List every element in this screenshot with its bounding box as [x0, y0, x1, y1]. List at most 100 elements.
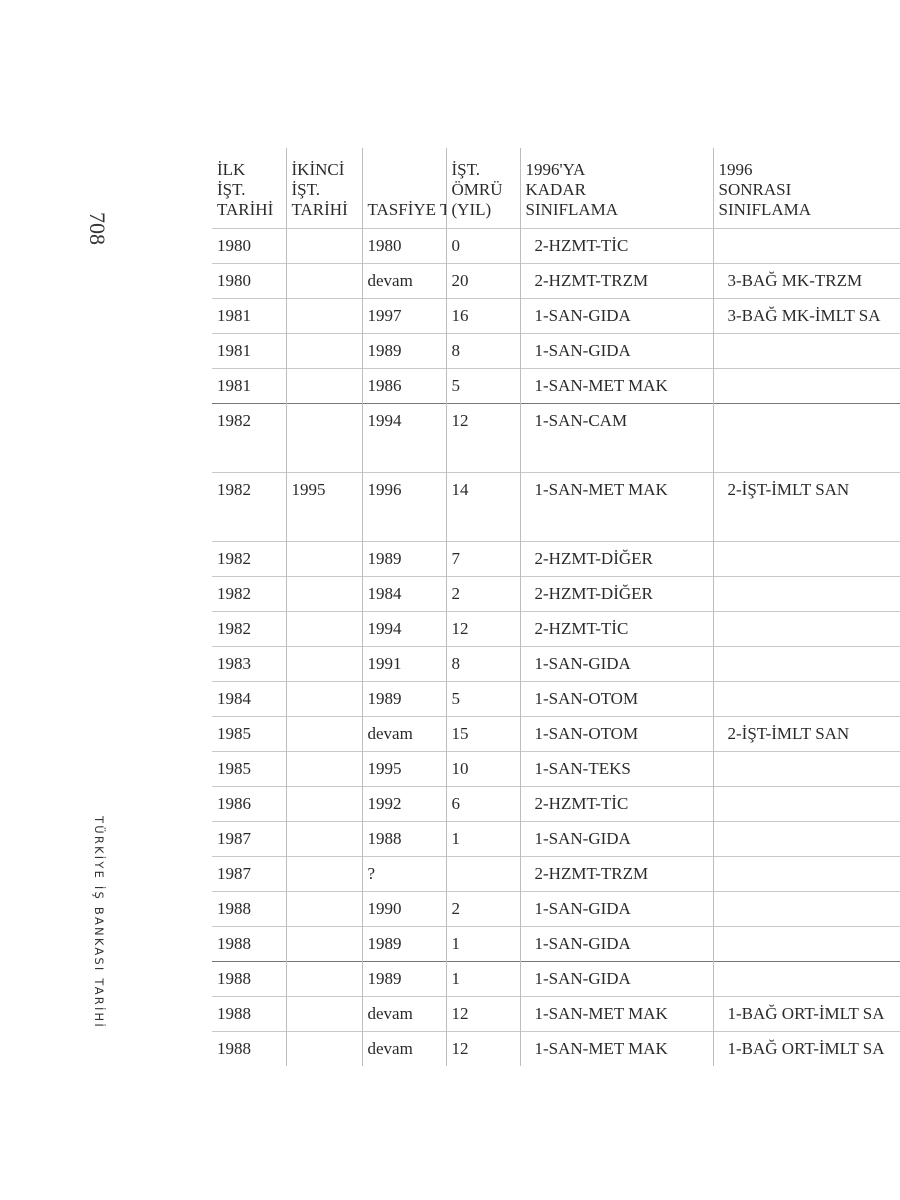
- table-cell: 1981: [212, 298, 286, 334]
- table-cell: 2-HZMT-TRZM: [519, 856, 713, 892]
- table-cell: 1980: [212, 263, 286, 299]
- table-cell: 1988: [212, 926, 286, 962]
- table-cell: 1987: [212, 821, 286, 857]
- table-cell: devam: [361, 263, 446, 299]
- table-cell: 1-SAN-CAM: [519, 403, 713, 473]
- header-line: 1996'YA: [525, 160, 586, 179]
- table-row: 1982 1984 2 2-HZMT-DİĞER: [212, 576, 900, 612]
- table-cell: 1987: [212, 856, 286, 892]
- table-cell: 1994: [361, 611, 446, 647]
- table-cell: 1985: [212, 751, 286, 787]
- table-cell: devam: [361, 996, 446, 1032]
- table-cell: 1982: [212, 541, 286, 577]
- table-cell: 1-SAN-GIDA: [519, 821, 713, 857]
- table-cell: [285, 403, 362, 473]
- table-cell: [712, 856, 900, 892]
- table-cell: 1985: [212, 716, 286, 752]
- table-cell: [285, 263, 362, 299]
- table-cell: 14: [445, 472, 520, 542]
- table-cell: 1-SAN-TEKS: [519, 751, 713, 787]
- table-cell: [285, 891, 362, 927]
- table-row: 1981 1989 8 1-SAN-GIDA: [212, 333, 900, 369]
- table-cell: 2-HZMT-TİC: [519, 611, 713, 647]
- table-cell: 1995: [361, 751, 446, 787]
- table-cell: 1996: [361, 472, 446, 542]
- table-cell: [285, 298, 362, 334]
- table-cell: 1994: [361, 403, 446, 473]
- table-cell: 1-SAN-MET MAK: [519, 996, 713, 1032]
- header-line: ÖMRÜ: [451, 180, 503, 199]
- table-cell: [712, 611, 900, 647]
- header-line: SINIFLAMA: [718, 200, 812, 219]
- table-cell: [712, 926, 900, 962]
- table-cell: 1980: [361, 228, 446, 264]
- table-cell: 1-SAN-MET MAK: [519, 1031, 713, 1066]
- column-header: İLK İŞT. TARİHİ: [212, 148, 286, 229]
- table-cell: 6: [445, 786, 520, 822]
- header-line: TASFİYE TARİHİ: [367, 200, 447, 219]
- table-cell: 8: [445, 646, 520, 682]
- table-cell: [712, 228, 900, 264]
- running-title: TÜRKİYE İŞ BANKASI TARİHİ: [92, 816, 106, 1029]
- table-cell: [712, 961, 900, 997]
- table-cell: 5: [445, 368, 520, 404]
- table-cell: 1988: [212, 961, 286, 997]
- table-cell: 2-İŞT-İMLT SAN: [712, 716, 900, 752]
- table-cell: 10: [445, 751, 520, 787]
- table-cell: [285, 646, 362, 682]
- table-cell: 1984: [361, 576, 446, 612]
- table-cell: 3-BAĞ MK-TRZM: [712, 263, 900, 299]
- table-cell: 1-SAN-MET MAK: [519, 472, 713, 542]
- table-row: 1987 1988 1 1-SAN-GIDA: [212, 821, 900, 857]
- column-header: İKİNCİ İŞT. TARİHİ: [285, 148, 362, 229]
- table-cell: 1-SAN-GIDA: [519, 961, 713, 997]
- table-cell: 2-HZMT-TİC: [519, 786, 713, 822]
- table-cell: [712, 751, 900, 787]
- table-cell: [285, 1031, 362, 1066]
- table-row: 1985 devam 15 1-SAN-OTOM 2-İŞT-İMLT SAN: [212, 716, 900, 752]
- header-line: [368, 180, 441, 200]
- header-line: KADAR: [525, 180, 586, 199]
- table-cell: 2-HZMT-TİC: [519, 228, 713, 264]
- table-cell: [712, 891, 900, 927]
- table-cell: 1981: [212, 333, 286, 369]
- table-cell: 1997: [361, 298, 446, 334]
- table-cell: 7: [445, 541, 520, 577]
- table-cell: 1982: [212, 576, 286, 612]
- table-cell: [285, 368, 362, 404]
- table-row: 1981 1997 16 1-SAN-GIDA 3-BAĞ MK-İMLT SA: [212, 298, 900, 334]
- table-cell: 1991: [361, 646, 446, 682]
- table-cell: 1-SAN-GIDA: [519, 298, 713, 334]
- table-cell: 1-SAN-GIDA: [519, 333, 713, 369]
- column-header: İŞT. ÖMRÜ (YIL): [445, 148, 520, 229]
- column-header: TASFİYE TARİHİ: [361, 148, 447, 229]
- table-cell: 16: [445, 298, 520, 334]
- table-cell: [285, 856, 362, 892]
- table-cell: [285, 996, 362, 1032]
- table-cell: 1989: [361, 333, 446, 369]
- header-line: TARİHİ: [217, 200, 274, 219]
- header-line: 1996: [718, 160, 753, 179]
- table-cell: 1983: [212, 646, 286, 682]
- table-cell: 1: [445, 961, 520, 997]
- table-cell: [285, 541, 362, 577]
- column-header: 1996'YA KADAR SINIFLAMA: [519, 148, 713, 229]
- table-cell: [445, 856, 520, 892]
- table-row: 1982 1994 12 1-SAN-CAM: [212, 403, 900, 473]
- table-cell: [712, 541, 900, 577]
- table-cell: [285, 228, 362, 264]
- header-line: SINIFLAMA: [525, 200, 619, 219]
- table-cell: 1992: [361, 786, 446, 822]
- table-cell: 1981: [212, 368, 286, 404]
- table-cell: 1-BAĞ ORT-İMLT SA: [712, 996, 900, 1032]
- table-cell: devam: [361, 1031, 446, 1066]
- table-cell: 2-HZMT-DİĞER: [519, 541, 713, 577]
- table-cell: 1986: [361, 368, 446, 404]
- table-cell: 1988: [212, 891, 286, 927]
- table-cell: 2: [445, 576, 520, 612]
- table-cell: [285, 821, 362, 857]
- table-cell: [285, 576, 362, 612]
- table-cell: 1-SAN-GIDA: [519, 891, 713, 927]
